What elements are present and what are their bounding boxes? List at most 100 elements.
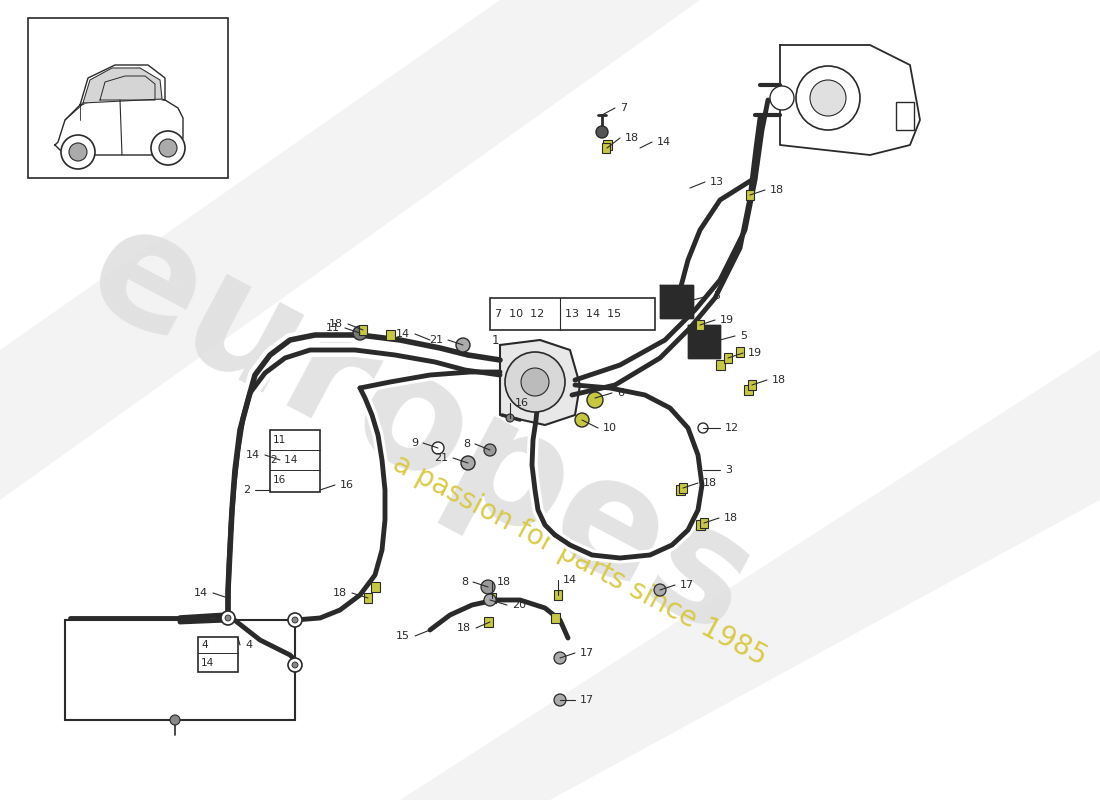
Circle shape — [505, 352, 565, 412]
Text: 16: 16 — [515, 398, 529, 408]
Polygon shape — [780, 45, 920, 155]
Polygon shape — [500, 340, 580, 425]
Circle shape — [698, 423, 708, 433]
Bar — [371, 582, 380, 592]
Circle shape — [481, 580, 495, 594]
Circle shape — [170, 715, 180, 725]
Bar — [270, 430, 320, 492]
Text: 18: 18 — [772, 375, 786, 385]
Circle shape — [160, 139, 177, 157]
Text: 1: 1 — [492, 334, 499, 346]
Bar — [896, 102, 914, 130]
Bar — [695, 520, 704, 530]
Bar — [700, 518, 708, 528]
Text: 21: 21 — [429, 335, 443, 345]
Bar — [490, 298, 654, 330]
Text: 18: 18 — [770, 185, 784, 195]
Bar — [554, 590, 562, 600]
Bar — [65, 620, 295, 720]
Bar — [359, 325, 367, 334]
Text: 5: 5 — [713, 291, 721, 301]
Text: 14: 14 — [396, 329, 410, 339]
Circle shape — [292, 617, 298, 623]
Polygon shape — [80, 65, 165, 105]
Circle shape — [288, 613, 302, 627]
Bar — [602, 143, 610, 153]
Circle shape — [461, 456, 475, 470]
Circle shape — [587, 392, 603, 408]
Text: 12: 12 — [725, 423, 739, 433]
Text: 8: 8 — [463, 439, 470, 449]
Circle shape — [575, 413, 589, 427]
Text: 21: 21 — [433, 453, 448, 463]
Circle shape — [521, 368, 549, 396]
Text: 18: 18 — [724, 513, 738, 523]
Circle shape — [484, 444, 496, 456]
Circle shape — [810, 80, 846, 116]
Text: 19: 19 — [720, 315, 734, 325]
Circle shape — [596, 126, 608, 138]
Circle shape — [353, 326, 367, 340]
Circle shape — [151, 131, 185, 165]
Text: 10: 10 — [603, 423, 617, 433]
Bar — [385, 330, 395, 341]
Text: 2  14: 2 14 — [271, 455, 297, 465]
Polygon shape — [82, 68, 162, 103]
Text: 19: 19 — [748, 348, 762, 358]
Text: 17: 17 — [580, 648, 594, 658]
Text: 18: 18 — [456, 623, 471, 633]
Text: 18: 18 — [703, 478, 717, 488]
Bar — [198, 637, 238, 672]
Circle shape — [506, 414, 514, 422]
Text: 20: 20 — [512, 600, 526, 610]
Bar — [724, 354, 732, 363]
Text: 14: 14 — [246, 450, 260, 460]
Text: 13  14  15: 13 14 15 — [565, 309, 621, 319]
Text: 17: 17 — [680, 580, 694, 590]
Text: 18: 18 — [329, 319, 343, 329]
Bar — [746, 190, 754, 200]
Circle shape — [554, 694, 566, 706]
Text: 2: 2 — [243, 485, 250, 495]
Polygon shape — [400, 350, 1100, 800]
Circle shape — [796, 66, 860, 130]
Text: 18: 18 — [333, 588, 346, 598]
Text: 14: 14 — [201, 658, 214, 668]
Text: 16: 16 — [340, 480, 354, 490]
Text: 7: 7 — [620, 103, 627, 113]
Bar — [715, 360, 725, 370]
Circle shape — [60, 135, 95, 169]
Text: 8: 8 — [461, 577, 468, 587]
Text: 14: 14 — [657, 137, 671, 147]
Bar — [364, 594, 372, 603]
Bar — [736, 347, 744, 357]
Bar — [484, 617, 493, 627]
Bar — [550, 613, 560, 623]
Circle shape — [292, 662, 298, 668]
Circle shape — [456, 338, 470, 352]
Circle shape — [69, 143, 87, 161]
Circle shape — [221, 611, 235, 625]
Bar — [488, 594, 496, 603]
Text: 6: 6 — [617, 388, 624, 398]
Circle shape — [226, 615, 231, 621]
Text: 4: 4 — [201, 640, 208, 650]
Text: 9: 9 — [411, 438, 418, 448]
Bar — [748, 380, 756, 390]
Bar — [744, 385, 752, 395]
Bar — [679, 483, 688, 493]
Text: 14: 14 — [563, 575, 578, 585]
Text: 11: 11 — [326, 323, 340, 333]
Text: 4: 4 — [245, 640, 252, 650]
Text: 17: 17 — [580, 695, 594, 705]
Text: a passion for parts since 1985: a passion for parts since 1985 — [388, 449, 772, 671]
Circle shape — [484, 594, 496, 606]
Polygon shape — [55, 96, 183, 155]
Circle shape — [770, 86, 794, 110]
Text: 16: 16 — [273, 475, 286, 485]
Bar — [675, 485, 684, 495]
Polygon shape — [0, 0, 700, 500]
Circle shape — [554, 652, 566, 664]
Text: 18: 18 — [497, 577, 512, 587]
Circle shape — [288, 658, 302, 672]
